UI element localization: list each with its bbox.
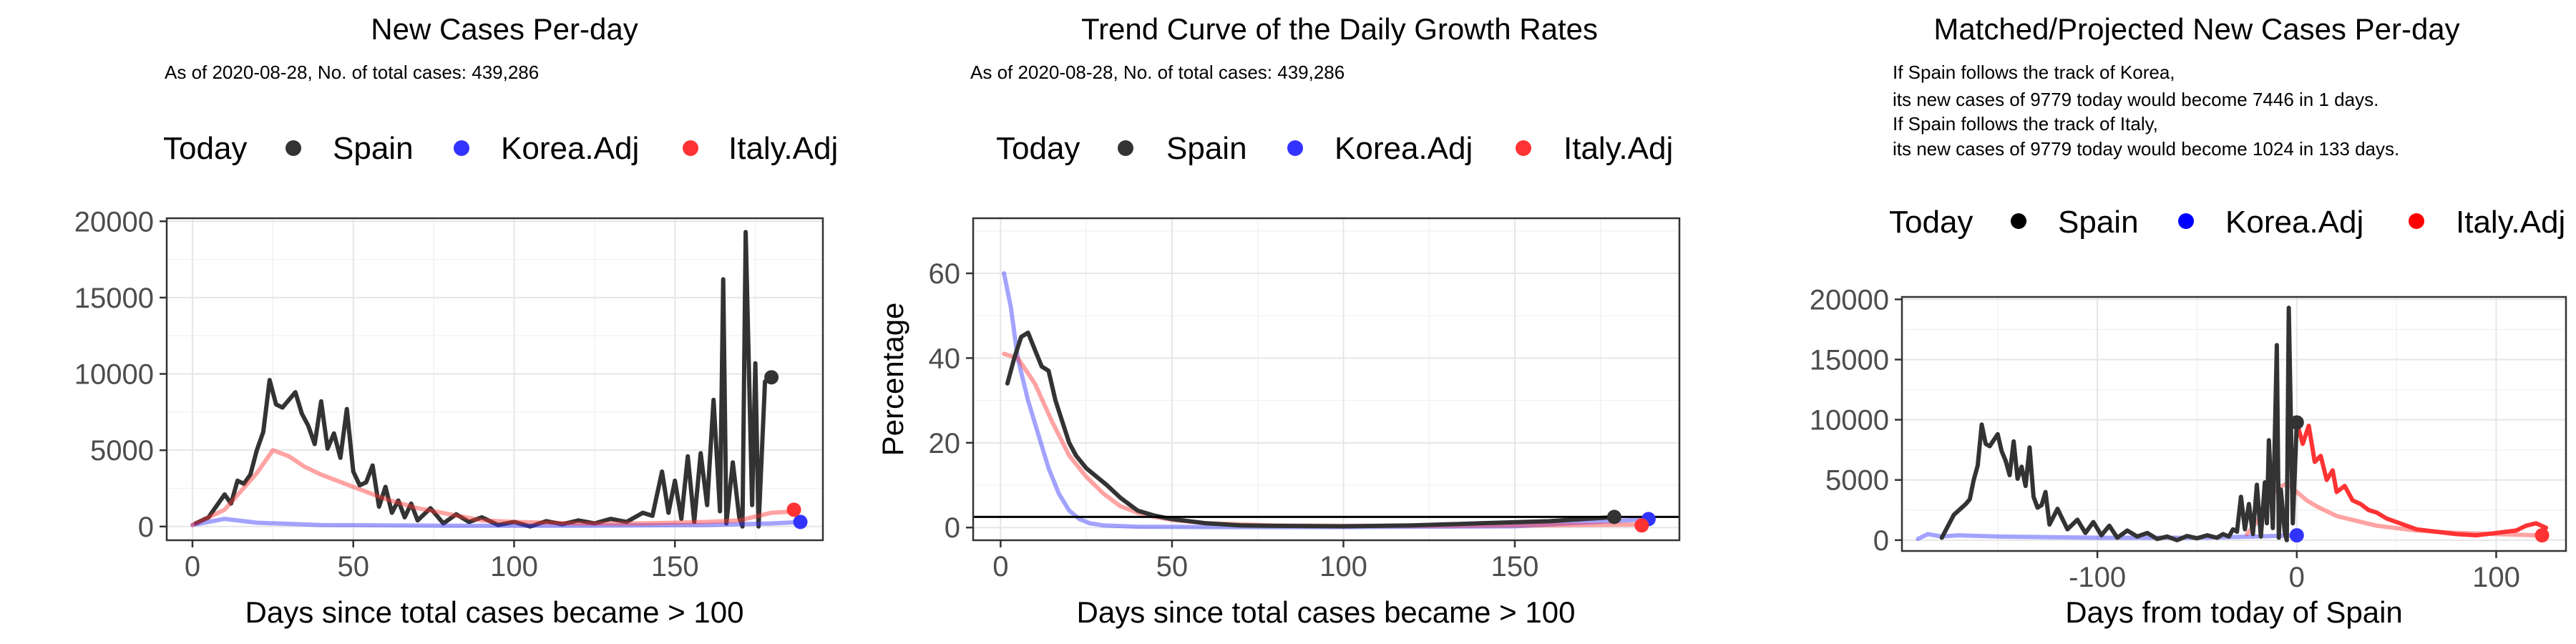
legend-label-spain: Spain	[1166, 131, 1247, 166]
panel-3-plot	[1916, 306, 2550, 543]
panel-3-note-line-3: If Spain follows the track of Italy,	[1893, 113, 2158, 135]
panel-3-note-line-2: its new cases of 9779 today would become…	[1893, 89, 2379, 110]
panel-2-y-tick-label: 60	[929, 258, 961, 290]
panel-1-x-axis-title: Days since total cases became > 100	[245, 595, 744, 629]
panel-3-y-tick-label: 10000	[1810, 405, 1889, 436]
panel-1-series-italy-adj	[190, 448, 799, 527]
panel-2-border	[972, 217, 1681, 542]
panel-3-title: Matched/Projected New Cases Per-day	[1933, 12, 2459, 46]
legend-marker-italy	[683, 140, 698, 156]
panel-1-border	[165, 217, 824, 542]
panel-3-today-point-korea	[2289, 528, 2304, 543]
legend-marker-spain	[1118, 140, 1133, 156]
panel-2-x-axis-title: Days since total cases became > 100	[1077, 595, 1576, 629]
panel-3-series-italy-adj-projected	[2294, 420, 2549, 538]
panel-2-subtitle: As of 2020-08-28, No. of total cases: 43…	[970, 62, 1345, 83]
panel-3-series-spain	[1939, 306, 2299, 542]
panel-1-y-tick-label: 20000	[74, 206, 154, 238]
panel-2-x-tick-label: 150	[1491, 551, 1539, 582]
panel-1-x-tick-label: 50	[337, 551, 369, 582]
panel-1-series-spain	[193, 230, 774, 529]
legend-label-korea: Korea.Adj	[501, 131, 639, 166]
panel-3-y-tick-label: 15000	[1810, 344, 1889, 376]
panel-1-y-tick-label: 10000	[74, 359, 154, 391]
legend-marker-korea	[1287, 140, 1303, 156]
panel-1-y-tick-label: 0	[138, 512, 154, 543]
panel-1-x-tick-label: 150	[651, 551, 699, 582]
panel-2-x-tick-label: 50	[1156, 551, 1189, 582]
legend-label-korea: Korea.Adj	[2225, 205, 2363, 240]
panel-3-y-tick-label: 5000	[1825, 465, 1889, 497]
legend-title: Today	[1889, 205, 1973, 240]
panel-3-border	[1901, 296, 2567, 552]
panel-2-title: Trend Curve of the Daily Growth Rates	[1081, 12, 1598, 46]
panel-3-grid	[1902, 297, 2566, 551]
panel-1-x-tick-label: 100	[490, 551, 538, 582]
panel-3-today-point-spain	[2289, 415, 2304, 430]
panel-new-cases: New Cases Per-day As of 2020-08-28, No. …	[74, 12, 838, 629]
panel-1-title: New Cases Per-day	[371, 12, 638, 46]
panel-2-grid	[973, 218, 1679, 540]
panel-1-y-tick-label: 15000	[74, 283, 154, 314]
panel-3-y-tick-label: 0	[1873, 525, 1889, 557]
panel-2-plot	[973, 271, 1679, 533]
panel-1-plot	[190, 230, 808, 530]
panel-1-subtitle: As of 2020-08-28, No. of total cases: 43…	[165, 62, 539, 83]
legend-marker-spain	[286, 140, 301, 156]
panel-2-axes: 0 50 100 150 0 20 40 60	[929, 258, 1539, 582]
panel-growth-rates: Trend Curve of the Daily Growth Rates As…	[876, 12, 1681, 629]
legend-marker-italy	[2409, 213, 2424, 229]
panel-1-today-point-spain	[764, 370, 779, 385]
panel-1-axes: 0 50 100 150 0 5000 10000 15000 20000	[74, 206, 699, 582]
panel-2-series-italy-adj	[1002, 351, 1641, 528]
panel-3-x-tick-label: 0	[2289, 562, 2305, 593]
panel-2-y-tick-label: 40	[929, 343, 961, 374]
panel-1-grid	[167, 218, 823, 540]
panel-3-x-tick-label: -100	[2069, 562, 2126, 593]
panel-1-x-tick-label: 0	[185, 551, 200, 582]
legend-marker-korea	[454, 140, 469, 156]
panel-2-series-spain	[1005, 330, 1620, 529]
legend-marker-italy	[1516, 140, 1531, 156]
legend-label-italy: Italy.Adj	[1563, 131, 1673, 166]
panel-3-axes: -100 0 100 0 5000 10000 15000 20000	[1810, 284, 2520, 593]
panel-2-today-point-italy	[1634, 518, 1649, 533]
panel-2-today-point-spain	[1606, 509, 1621, 525]
legend-title: Today	[163, 131, 247, 166]
panel-2-x-tick-label: 0	[992, 551, 1008, 582]
panel-2-legend: Today Spain Korea.Adj Italy.Adj	[996, 131, 1673, 166]
panel-2-y-tick-label: 20	[929, 428, 961, 459]
panel-3-y-tick-label: 20000	[1810, 284, 1889, 316]
panel-3-note-line-4: its new cases of 9779 today would become…	[1893, 138, 2399, 160]
panel-1-today-point-korea	[793, 514, 808, 530]
panel-matched-projected: Matched/Projected New Cases Per-day If S…	[1810, 12, 2567, 629]
legend-title: Today	[996, 131, 1080, 166]
panel-3-x-axis-title: Days from today of Spain	[2065, 595, 2403, 629]
panel-3-legend: Today Spain Korea.Adj Italy.Adj	[1889, 205, 2565, 240]
panel-1-legend: Today Spain Korea.Adj Italy.Adj	[163, 131, 838, 166]
legend-label-spain: Spain	[2058, 205, 2139, 240]
legend-marker-spain	[2011, 213, 2026, 229]
legend-label-korea: Korea.Adj	[1335, 131, 1473, 166]
panel-3-note-line-1: If Spain follows the track of Korea,	[1893, 62, 2175, 83]
legend-label-italy: Italy.Adj	[728, 131, 838, 166]
legend-marker-korea	[2178, 213, 2194, 229]
legend-label-spain: Spain	[333, 131, 414, 166]
panel-3-today-point-italy	[2534, 528, 2550, 543]
panel-2-y-tick-label: 0	[945, 512, 960, 544]
panel-1-today-point-italy	[786, 502, 801, 517]
panel-3-x-tick-label: 100	[2472, 562, 2520, 593]
panel-2-x-tick-label: 100	[1319, 551, 1367, 582]
panel-1-series-korea-adj	[190, 517, 806, 528]
legend-label-italy: Italy.Adj	[2456, 205, 2565, 240]
panel-1-y-tick-label: 5000	[90, 435, 154, 467]
panel-3-series-korea-adj	[1916, 532, 2299, 542]
panel-2-y-axis-title: Percentage	[876, 303, 909, 457]
